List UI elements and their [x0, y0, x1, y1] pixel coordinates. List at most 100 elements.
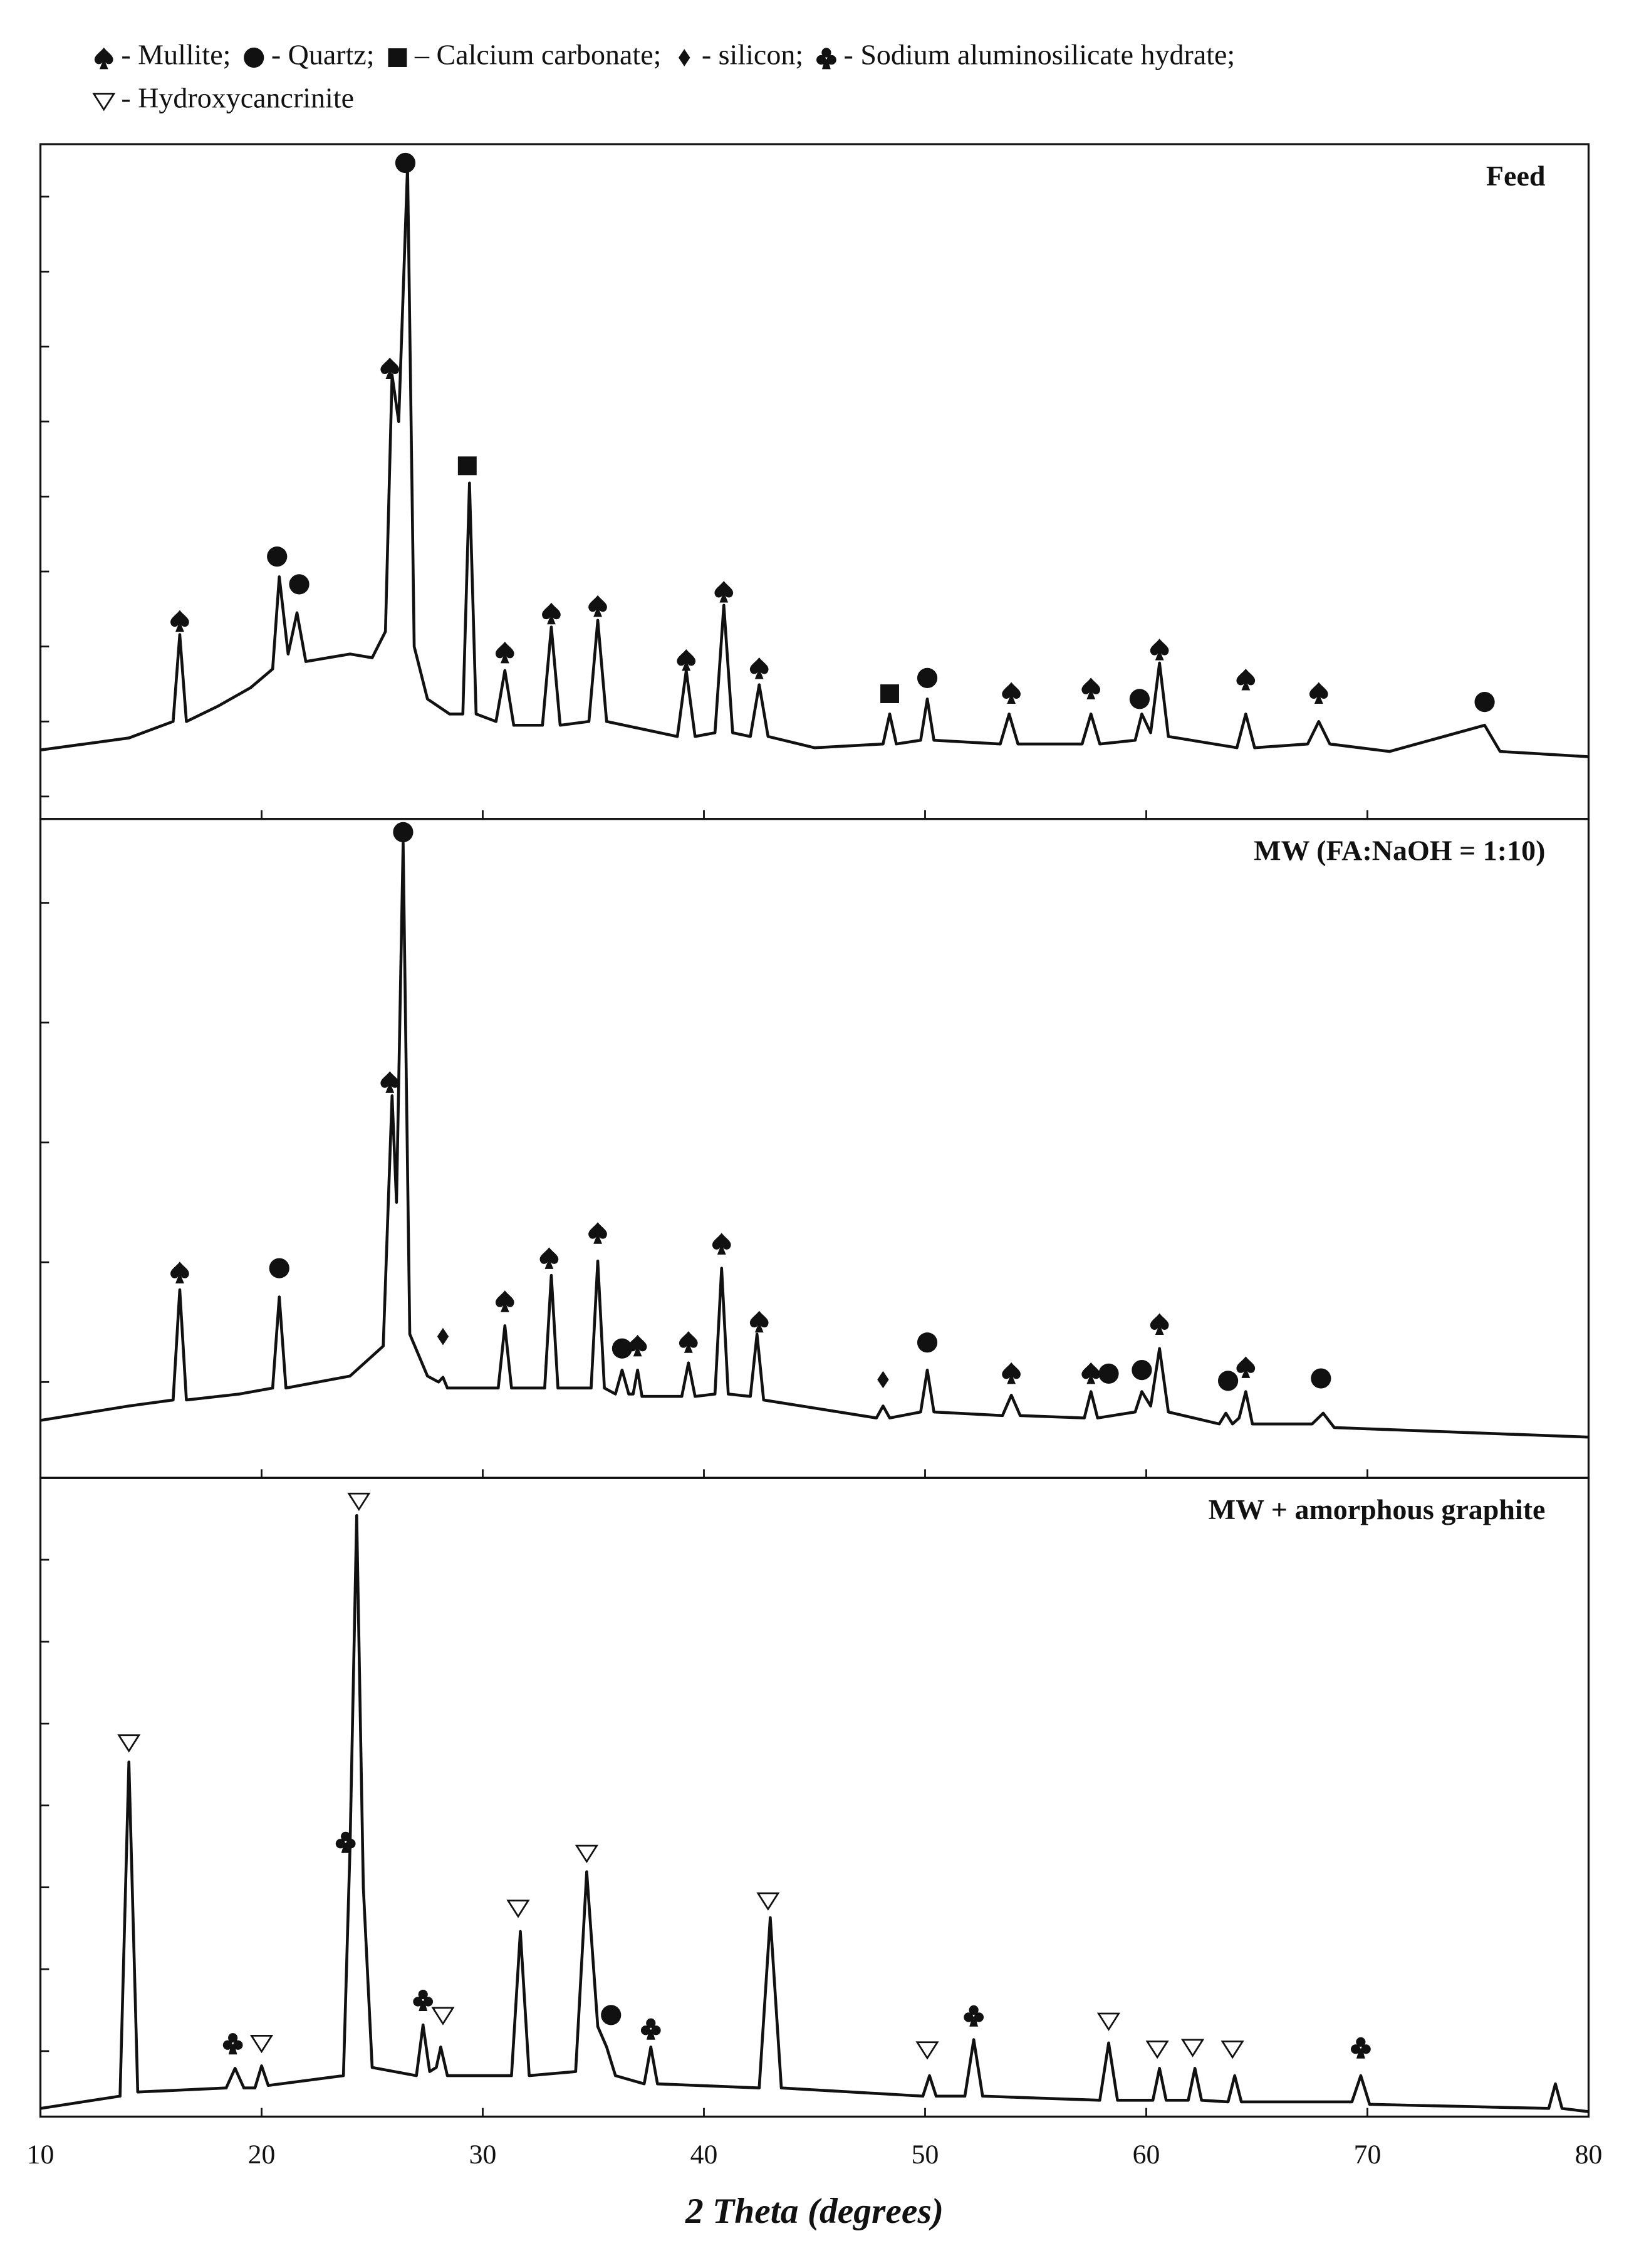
phase-marker-part — [495, 641, 514, 664]
phase-marker — [267, 546, 288, 567]
legend-symbol-part — [92, 93, 116, 112]
phase-marker — [393, 822, 414, 842]
phase-marker — [601, 2005, 622, 2025]
legend-label: - Quartz; — [271, 39, 375, 71]
phase-marker — [1132, 1360, 1152, 1381]
phase-marker — [347, 1492, 371, 1512]
phase-marker — [495, 1290, 514, 1312]
legend-symbol-part — [679, 49, 690, 66]
legend-symbol — [94, 47, 113, 70]
phase-marker — [1217, 1371, 1239, 1391]
phase-marker — [1220, 2041, 1244, 2059]
phase-marker-part — [393, 822, 414, 842]
phase-marker — [1129, 689, 1150, 709]
phase-marker — [964, 2005, 984, 2027]
phase-marker — [588, 595, 607, 617]
phase-marker-part — [714, 580, 734, 603]
phase-marker — [542, 602, 561, 625]
phase-marker — [457, 456, 477, 476]
legend-symbol-part — [388, 48, 407, 67]
panel-frame — [39, 1476, 1590, 2118]
phase-marker-part — [1351, 2044, 1361, 2054]
phase-marker-part — [612, 1338, 633, 1359]
phase-marker — [1311, 1368, 1331, 1389]
phase-marker-part — [117, 1734, 141, 1753]
phase-marker — [1150, 1313, 1169, 1335]
panel-title: MW + amorphous graphite — [1209, 1493, 1546, 1525]
legend-label: – Calcium carbonate; — [414, 39, 661, 71]
panel-frame — [39, 143, 1590, 820]
panel-title: MW (FA:NaOH = 1:10) — [1254, 835, 1545, 867]
x-tick-label: 60 — [1133, 2140, 1160, 2170]
phase-marker-part — [915, 2041, 939, 2060]
x-tick-label: 70 — [1354, 2140, 1382, 2170]
phase-marker-part — [395, 152, 416, 174]
phase-marker-part — [917, 1332, 938, 1353]
phase-marker-part — [917, 667, 938, 688]
phase-marker-part — [423, 1997, 434, 2007]
phase-marker-part — [712, 1233, 731, 1255]
phase-marker-part — [1096, 2012, 1121, 2031]
phase-marker — [877, 1371, 889, 1389]
phase-marker-part — [575, 1844, 599, 1864]
phase-marker — [917, 1332, 938, 1353]
phase-marker — [1180, 2039, 1205, 2057]
phase-marker — [714, 580, 734, 603]
phase-marker-part — [1220, 2041, 1244, 2059]
legend-symbol-part — [816, 55, 826, 65]
phase-marker-part — [974, 2012, 984, 2022]
phase-marker-part — [1150, 1313, 1169, 1335]
phase-marker-part — [170, 610, 189, 632]
x-tick-label: 80 — [1575, 2140, 1603, 2170]
legend-label: - Sodium aluminosilicate hydrate; — [844, 39, 1236, 71]
phase-marker — [756, 1892, 780, 1911]
phase-marker-part — [1081, 1362, 1101, 1384]
phase-marker — [677, 649, 696, 671]
x-tick-label: 50 — [912, 2140, 939, 2170]
phase-marker — [506, 1900, 530, 1918]
legend-symbol — [679, 49, 690, 66]
phase-marker-part — [506, 1900, 530, 1918]
phase-marker-part — [418, 1989, 428, 2000]
legend-symbol-part — [244, 47, 264, 68]
phase-marker-part — [749, 657, 769, 679]
legend-symbol-part — [94, 47, 113, 70]
phase-marker-part — [1145, 2041, 1169, 2059]
phase-marker-part — [1180, 2039, 1205, 2057]
phase-marker — [269, 1258, 289, 1278]
phase-marker-part — [1236, 1356, 1256, 1378]
phase-marker — [539, 1247, 559, 1269]
phase-marker — [437, 1327, 449, 1346]
phase-marker-part — [1150, 639, 1169, 661]
phase-marker — [1150, 639, 1169, 661]
phase-marker-part — [346, 1839, 356, 1849]
phase-marker-part — [1002, 1362, 1021, 1384]
phase-marker-part — [677, 649, 696, 671]
phase-marker-part — [222, 2040, 232, 2050]
legend-label: - Mullite; — [121, 39, 231, 71]
phase-marker-part — [1236, 668, 1256, 691]
phase-marker — [640, 2018, 661, 2040]
phase-marker — [1309, 682, 1328, 704]
phase-marker-part — [413, 1997, 423, 2007]
phase-marker-part — [341, 1842, 350, 1853]
phase-marker-part — [1132, 1360, 1152, 1381]
x-tick-label: 20 — [248, 2140, 276, 2170]
phase-marker-part — [1474, 692, 1495, 713]
phase-marker-part — [1081, 677, 1101, 699]
phase-marker — [117, 1734, 141, 1753]
phase-marker-part — [1356, 2037, 1366, 2047]
phase-marker-part — [380, 1071, 400, 1093]
legend-symbol-part — [826, 55, 836, 65]
phase-marker — [1236, 1356, 1256, 1378]
phase-marker-part — [756, 1892, 780, 1911]
phase-marker — [1098, 1363, 1119, 1384]
phase-marker-part — [651, 2025, 661, 2035]
phase-marker — [380, 1071, 400, 1093]
legend-symbol-part — [821, 48, 831, 58]
x-tick-label: 10 — [27, 2140, 55, 2170]
phase-marker — [413, 1989, 434, 2011]
x-tick-label: 40 — [690, 2140, 718, 2170]
xrd-pattern — [40, 841, 1589, 1439]
